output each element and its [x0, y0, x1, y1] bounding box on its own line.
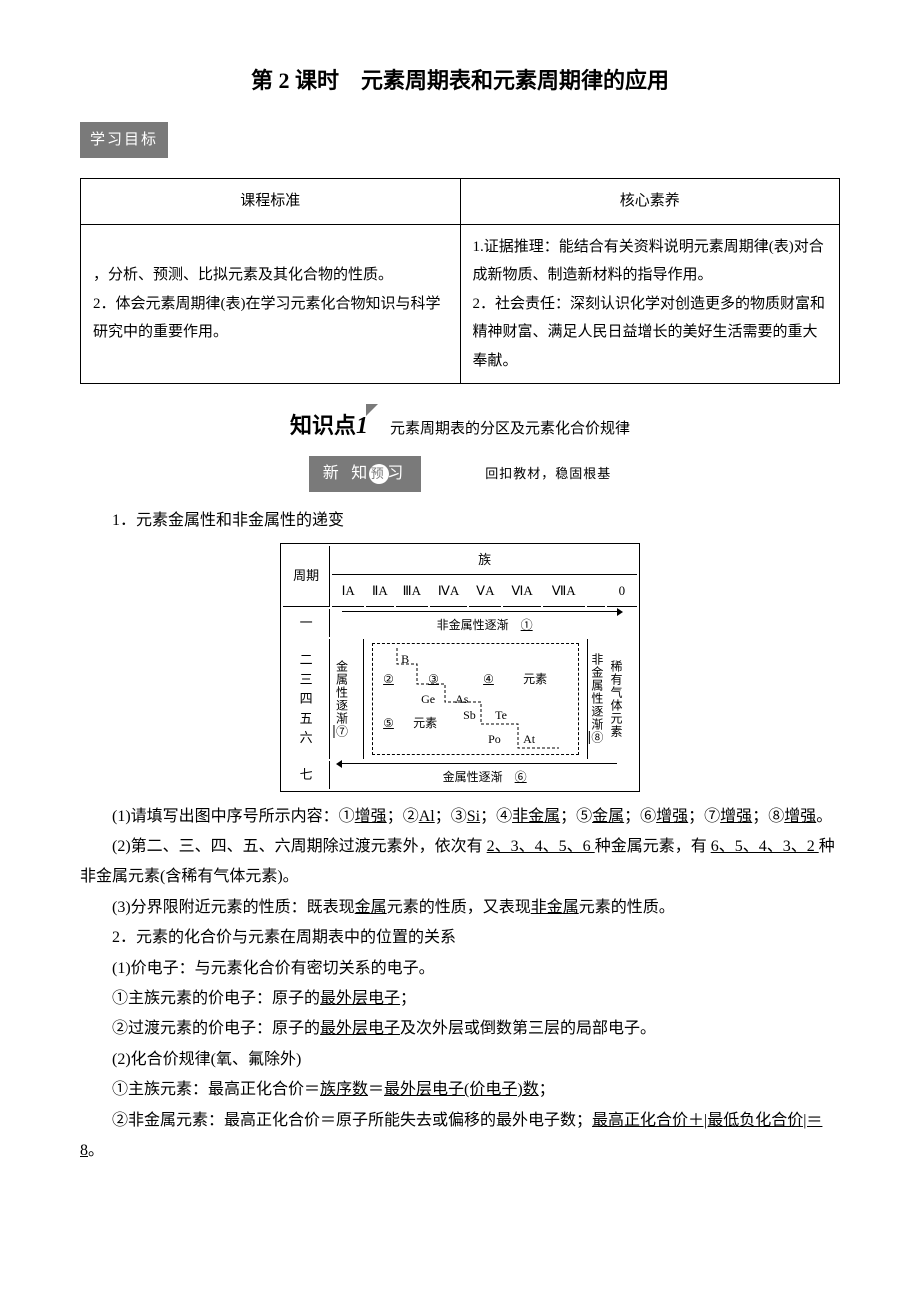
kp-title: 元素周期表的分区及元素化合价规律	[390, 421, 630, 437]
col2-header: 核心素养	[460, 179, 840, 225]
dg-left-v: 金属性逐渐⑦	[334, 660, 347, 738]
p2: (2)第二、三、四、五、六周期除过渡元素外，依次有 2、3、4、5、6 种金属元…	[80, 832, 840, 893]
bottom-arrow-icon	[342, 763, 617, 764]
col1-body: ，分析、预测、比拟元素及其化合物的性质。 2．体会元素周期律(表)在学习元素化合…	[81, 224, 461, 384]
kp-label: 知识点	[290, 413, 356, 438]
top-arrow-icon	[342, 611, 617, 612]
standards-table: 课程标准 核心素养 ，分析、预测、比拟元素及其化合物的性质。 2．体会元素周期律…	[80, 178, 840, 384]
kp-corner-icon	[366, 404, 378, 416]
p8: ①主族元素：最高正化合价＝族序数＝最外层电子(价电子)数；	[80, 1075, 840, 1105]
periodic-diagram: 周期 族 ⅠA ⅡA ⅢA ⅣA ⅤA ⅥA ⅦA 0 一 非金属性逐渐 ① 二…	[280, 543, 640, 792]
p1: (1)请填写出图中序号所示内容：①增强；②Al；③Si；④非金属；⑤金属；⑥增强…	[80, 802, 840, 832]
knowledge-point-row: 知识点1 元素周期表的分区及元素化合价规律	[80, 404, 840, 450]
dg-top-text: 非金属性逐渐 ①	[332, 614, 637, 637]
preview-sub: 回扣教材，稳固根基	[485, 466, 611, 481]
g1: ⅡA	[366, 577, 394, 607]
objective-badge-text: 学习目标	[80, 122, 168, 159]
objective-badge: 学习目标	[80, 122, 840, 159]
right-axis1: 非金属性逐渐⑧	[587, 639, 605, 759]
p7: (2)化合价规律(氧、氟除外)	[80, 1045, 840, 1075]
g7: 0	[607, 577, 637, 607]
dash-box: B ② ③ ④ 元素 Ge As ⑤ 元素 Sb Te Po At	[372, 643, 579, 755]
dg-group-label: 族	[332, 546, 637, 576]
period-list: 二 三 四 五 六	[283, 639, 330, 759]
p9: ②非金属元素：最高正化合价＝原子所能失去或偏移的最外电子数；最高正化合价＋|最低…	[80, 1106, 840, 1167]
section2-title: 2．元素的化合价与元素在周期表中的位置的关系	[80, 923, 840, 953]
per1: 一	[283, 609, 330, 637]
col2-body: 1.证据推理：能结合有关资料说明元素周期律(表)对合成新物质、制造新材料的指导作…	[460, 224, 840, 384]
left-axis: 金属性逐渐⑦	[332, 639, 364, 759]
col1-header: 课程标准	[81, 179, 461, 225]
right-axis2: 稀有气体元素	[607, 639, 637, 759]
xz-pre: 新 知	[323, 465, 371, 482]
p4: (1)价电子：与元素化合价有密切关系的电子。	[80, 954, 840, 984]
p3: (3)分界限附近元素的性质：既表现金属元素的性质，又表现非金属元素的性质。	[80, 893, 840, 923]
preview-badge: 新 知预习	[309, 456, 421, 492]
section1-title: 1．元素金属性和非金属性的递变	[80, 506, 840, 536]
g0: ⅠA	[332, 577, 364, 607]
p6: ②过渡元素的价电子：原子的最外层电子及次外层或倒数第三层的局部电子。	[80, 1014, 840, 1044]
g2: ⅢA	[396, 577, 428, 607]
per7: 七	[283, 761, 330, 789]
staircase-icon	[373, 644, 578, 754]
page-title: 第 2 课时 元素周期表和元素周期律的应用	[80, 60, 840, 102]
xz-post: 习	[387, 465, 407, 482]
p5: ①主族元素的价电子：原子的最外层电子；	[80, 984, 840, 1014]
dg-center: B ② ③ ④ 元素 Ge As ⑤ 元素 Sb Te Po At	[366, 639, 585, 759]
g6: ⅦA	[543, 577, 585, 607]
dg-period-label: 周期	[283, 546, 330, 607]
g3: ⅣA	[430, 577, 467, 607]
preview-row: 新 知预习 回扣教材，稳固根基	[80, 456, 840, 492]
dg-bottom-text: 金属性逐渐 ⑥	[332, 766, 637, 789]
kp-number: 1	[356, 413, 368, 439]
g5: ⅥA	[503, 577, 540, 607]
g4: ⅤA	[469, 577, 501, 607]
